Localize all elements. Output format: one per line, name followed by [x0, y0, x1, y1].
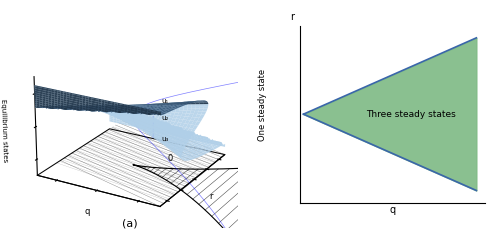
- X-axis label: q: q: [390, 206, 396, 216]
- Text: (a): (a): [122, 218, 138, 228]
- Y-axis label: r: r: [290, 12, 294, 22]
- X-axis label: r: r: [209, 192, 212, 201]
- Y-axis label: q: q: [84, 207, 89, 216]
- Text: One steady state: One steady state: [258, 69, 267, 141]
- Text: Three steady states: Three steady states: [366, 110, 456, 119]
